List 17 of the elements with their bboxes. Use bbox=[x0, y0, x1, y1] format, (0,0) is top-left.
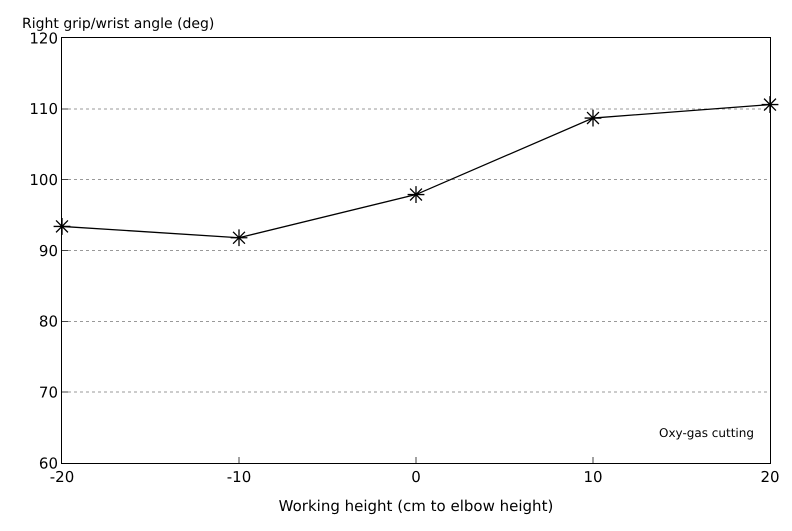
y-tick-label: 100 bbox=[29, 170, 58, 189]
y-tick-label: 80 bbox=[38, 312, 58, 331]
x-tick-label: 0 bbox=[411, 468, 421, 486]
x-tick-label: 10 bbox=[583, 468, 603, 486]
point bbox=[406, 185, 426, 204]
point bbox=[230, 228, 248, 247]
annotation: Oxy-gas cutting bbox=[659, 426, 754, 440]
x-axis-title: Working height (cm to elbow height) bbox=[278, 497, 554, 515]
point bbox=[52, 217, 72, 236]
y-tick-label: 70 bbox=[38, 383, 58, 402]
y-axis-title: Right grip/wrist angle (deg) bbox=[22, 16, 214, 32]
y-tick-label: 110 bbox=[29, 100, 58, 118]
y-tick-label: 90 bbox=[38, 242, 58, 260]
point bbox=[760, 96, 780, 114]
x-tick-label: -10 bbox=[226, 468, 252, 486]
x-tick-label: 20 bbox=[760, 468, 780, 486]
point bbox=[584, 108, 602, 128]
